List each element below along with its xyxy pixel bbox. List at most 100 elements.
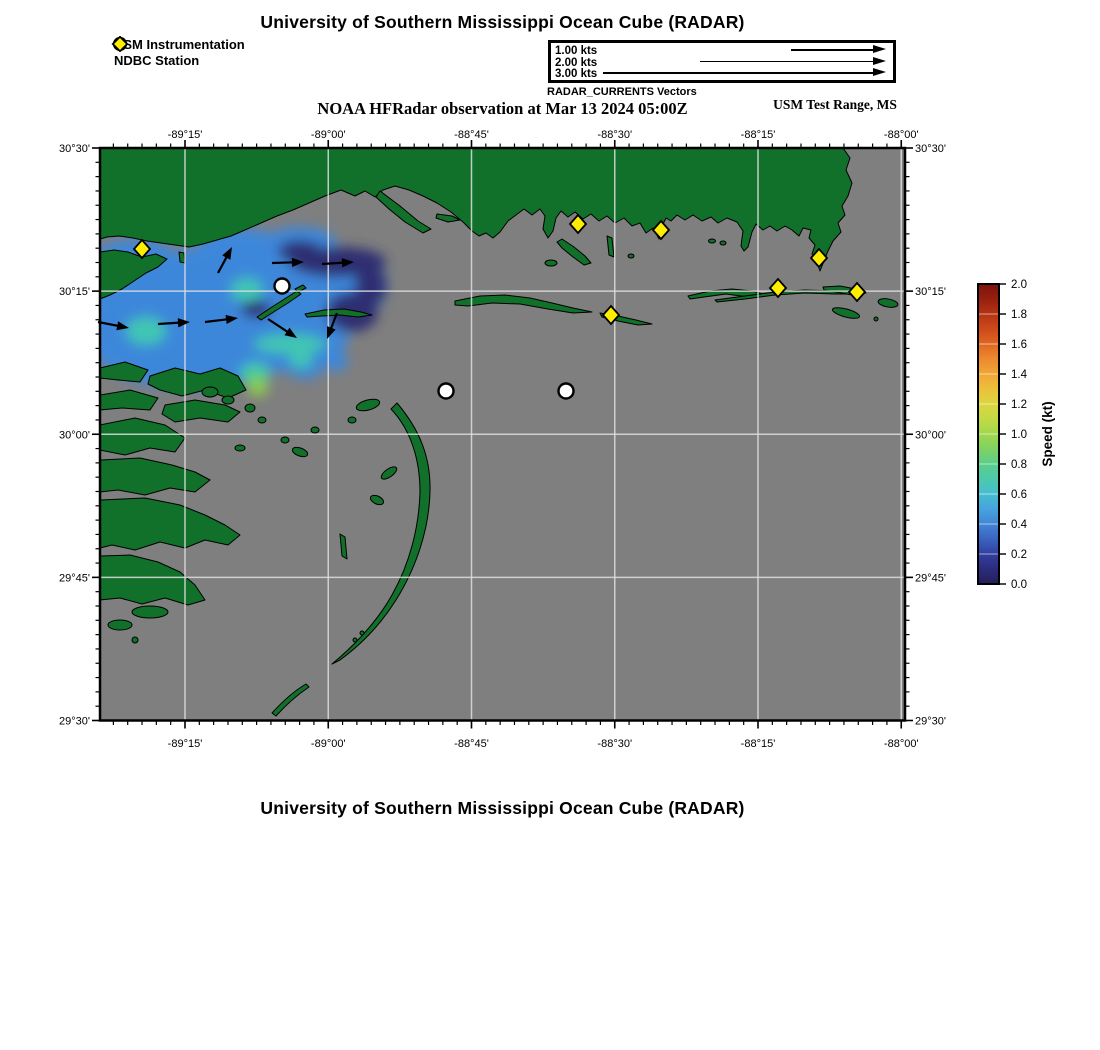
south-sliver-island (271, 683, 310, 717)
lon-tick-label: -88°00' (884, 129, 919, 141)
lon-tick-label: -88°45' (454, 129, 489, 141)
current-vector (271, 257, 304, 267)
vector-scale-label: 2.00 kts (555, 56, 598, 69)
current-vector (267, 318, 297, 338)
current-vector (217, 247, 232, 274)
figure-title-bottom: University of Southern Mississippi Ocean… (260, 798, 745, 818)
speed-blob (248, 380, 268, 396)
lat-tick-label: 29°45' (915, 572, 946, 584)
lon-tick-label: -88°30' (597, 738, 632, 750)
vector-scale-arrow-shaft (603, 72, 877, 74)
speed-blob (231, 278, 263, 302)
lat-tick-label: 29°30' (915, 716, 946, 728)
chandeleur-arc (331, 402, 431, 665)
pearl-marsh-hook (101, 249, 168, 300)
islet (352, 637, 358, 643)
axis-labels: -89°15' -89°15' -89°00' -89°00' -88°45' -88°4… (59, 129, 946, 750)
ndbc-station-marker (132, 238, 152, 260)
colorbar-title: Speed (kt) (1040, 401, 1055, 466)
lat-tick-label: 30°15' (915, 286, 946, 298)
current-vector (157, 318, 190, 328)
marsh-blob (101, 554, 206, 606)
ndbc-diamond-icon (111, 36, 129, 52)
bay-peninsula (556, 238, 592, 266)
legend-row-ndbc: NDBC Station (111, 36, 245, 68)
islet (873, 316, 879, 322)
lat-tick-label: 30°15' (59, 286, 90, 298)
lon-tick-label: -89°00' (311, 129, 346, 141)
ndbc-station-marker (651, 219, 671, 241)
ndbc-station-marker (809, 247, 829, 269)
speed-blob (355, 266, 387, 306)
vector-scale-caption: RADAR_CURRENTS Vectors (547, 86, 697, 98)
lat-tick-label: 30°00' (59, 429, 90, 441)
usm-station-marker (437, 382, 455, 400)
islet (435, 213, 461, 223)
vector-scale-arrowhead-icon (873, 56, 886, 65)
islet (244, 403, 256, 413)
current-vector (204, 314, 238, 325)
islet (201, 386, 219, 398)
ndbc-station-marker (568, 213, 588, 235)
lon-tick-label: -89°00' (311, 738, 346, 750)
speed-blob (324, 353, 348, 371)
lat-tick-label: 29°45' (59, 572, 90, 584)
islet (280, 436, 290, 444)
current-vector (321, 258, 354, 268)
vector-scale-label: 3.00 kts (555, 68, 598, 80)
vector-scale-box: 1.00 kts 2.00 kts 3.00 kts (548, 40, 896, 83)
islet (359, 630, 365, 636)
current-vector (97, 320, 129, 331)
station-markers (132, 213, 867, 400)
speed-blob (254, 334, 326, 354)
marsh-island-strip (304, 308, 373, 318)
islet (234, 444, 246, 452)
speed-blob (289, 352, 313, 368)
colorbar-tick-labels: 0.0 0.2 0.4 0.6 0.8 1.0 1.2 1.4 1.6 1.8 2.0 (1011, 279, 1028, 591)
lon-tick-label: -89°15' (168, 129, 203, 141)
axis-ticks (92, 140, 913, 729)
islet (178, 251, 186, 264)
lon-tick-label: -88°15' (741, 129, 776, 141)
lon-tick-label: -88°30' (597, 129, 632, 141)
colorbar-ticks (999, 283, 1006, 585)
islet (131, 636, 139, 644)
lat-tick-label: 30°30' (915, 143, 946, 155)
lon-tick-label: -88°15' (741, 738, 776, 750)
colorbar-tick-label: 1.8 (1011, 309, 1027, 321)
figure-title-top: University of Southern Mississippi Ocean… (260, 12, 745, 32)
vector-scale-row: 3.00 kts (555, 68, 886, 80)
colorbar-tick-label: 2.0 (1011, 279, 1027, 291)
marsh-blob (161, 399, 241, 423)
speed-colorbar: 0.0 0.2 0.4 0.6 0.8 1.0 1.2 1.4 1.6 1.8 2.0 Speed … (977, 279, 1055, 591)
lon-tick-label: -89°15' (168, 738, 203, 750)
islet (877, 298, 899, 308)
colorbar-gradient (978, 284, 999, 584)
marsh-blob (101, 389, 159, 411)
vector-scale-row: 2.00 kts (555, 56, 886, 69)
islet (347, 416, 357, 424)
marsh-blob (101, 361, 149, 383)
islet (719, 240, 727, 246)
colorbar-tick-label: 0.8 (1011, 459, 1027, 471)
ndbc-station-marker (768, 277, 788, 299)
lat-tick-label: 29°30' (59, 716, 90, 728)
islet (221, 395, 235, 405)
marsh-blob (101, 457, 211, 496)
islet (380, 466, 398, 480)
speed-blob (126, 317, 166, 345)
colorbar-gridlines (979, 313, 998, 555)
marker-legend: USM Instrumentation NDBC Station (111, 36, 245, 68)
colorbar-tick-label: 0.6 (1011, 489, 1027, 501)
speed-blob (278, 240, 322, 262)
islet (544, 259, 558, 267)
colorbar-tick-label: 1.6 (1011, 339, 1027, 351)
islet (107, 619, 133, 631)
vector-scale-row: 1.00 kts (555, 45, 886, 57)
vector-scale-arrow-shaft (700, 60, 877, 63)
lat-tick-label: 30°00' (915, 429, 946, 441)
colorbar-tick-label: 1.4 (1011, 369, 1028, 381)
usm-station-marker (273, 277, 291, 295)
islet (355, 398, 381, 412)
